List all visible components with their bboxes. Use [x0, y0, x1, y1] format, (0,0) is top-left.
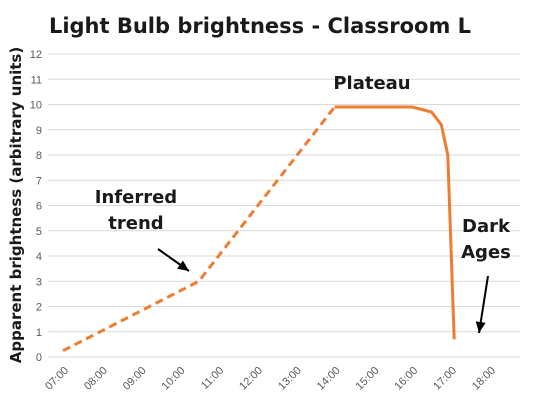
- annotations: Inferred trend Plateau Dark Ages: [95, 73, 511, 334]
- y-tick-label: 11: [31, 74, 42, 86]
- x-tick-labels: 07:00 08:00 09:00 10:00 11:00 12:00 13:00 14:00…: [43, 365, 498, 393]
- x-tick-label: 15:00: [354, 365, 382, 393]
- y-axis-label: Apparent brightness (arbitrary units): [7, 47, 25, 363]
- annotation-inferred-trend-line: Inferred: [95, 187, 177, 208]
- series-lines: [62, 105, 456, 353]
- y-tick-label: 3: [36, 276, 42, 288]
- y-tick-label: 0: [36, 352, 42, 364]
- y-tick-label: 7: [36, 175, 42, 187]
- x-tick-label: 18:00: [470, 365, 498, 393]
- y-tick-label: 4: [36, 251, 42, 263]
- x-tick-label: 13:00: [276, 365, 304, 393]
- y-tick-label: 9: [36, 125, 42, 137]
- x-tick-label: 09:00: [121, 365, 149, 393]
- y-tick-label: 12: [30, 49, 42, 61]
- chart-title: Light Bulb brightness - Classroom L: [49, 14, 471, 38]
- y-tick-label: 10: [30, 100, 42, 112]
- y-tick-label: 1: [36, 327, 42, 339]
- x-tick-label: 12:00: [237, 365, 265, 393]
- x-tick-label: 07:00: [43, 365, 71, 393]
- series-line-solid: [334, 105, 456, 340]
- x-tick-label: 10:00: [160, 365, 188, 393]
- inferred-trend-arrow: [157, 248, 190, 272]
- series-line-dashed: [62, 106, 336, 353]
- annotation-plateau-line: Plateau: [333, 73, 410, 94]
- annotation-dark-ages-line: Ages: [461, 242, 511, 263]
- annotation-dark-ages-line: Dark: [462, 216, 511, 237]
- annotation-inferred-trend-line: trend: [108, 213, 163, 234]
- y-tick-label: 2: [36, 302, 42, 314]
- y-tick-label: 8: [36, 150, 42, 162]
- x-tick-label: 17:00: [431, 365, 459, 393]
- y-tick-label: 5: [36, 226, 42, 238]
- x-tick-label: 14:00: [315, 365, 343, 393]
- y-tick-label: 6: [36, 201, 42, 213]
- x-tick-label: 11:00: [199, 365, 226, 392]
- dark-ages-arrow: [475, 275, 489, 334]
- x-tick-label: 16:00: [392, 365, 420, 393]
- x-tick-label: 08:00: [82, 365, 110, 393]
